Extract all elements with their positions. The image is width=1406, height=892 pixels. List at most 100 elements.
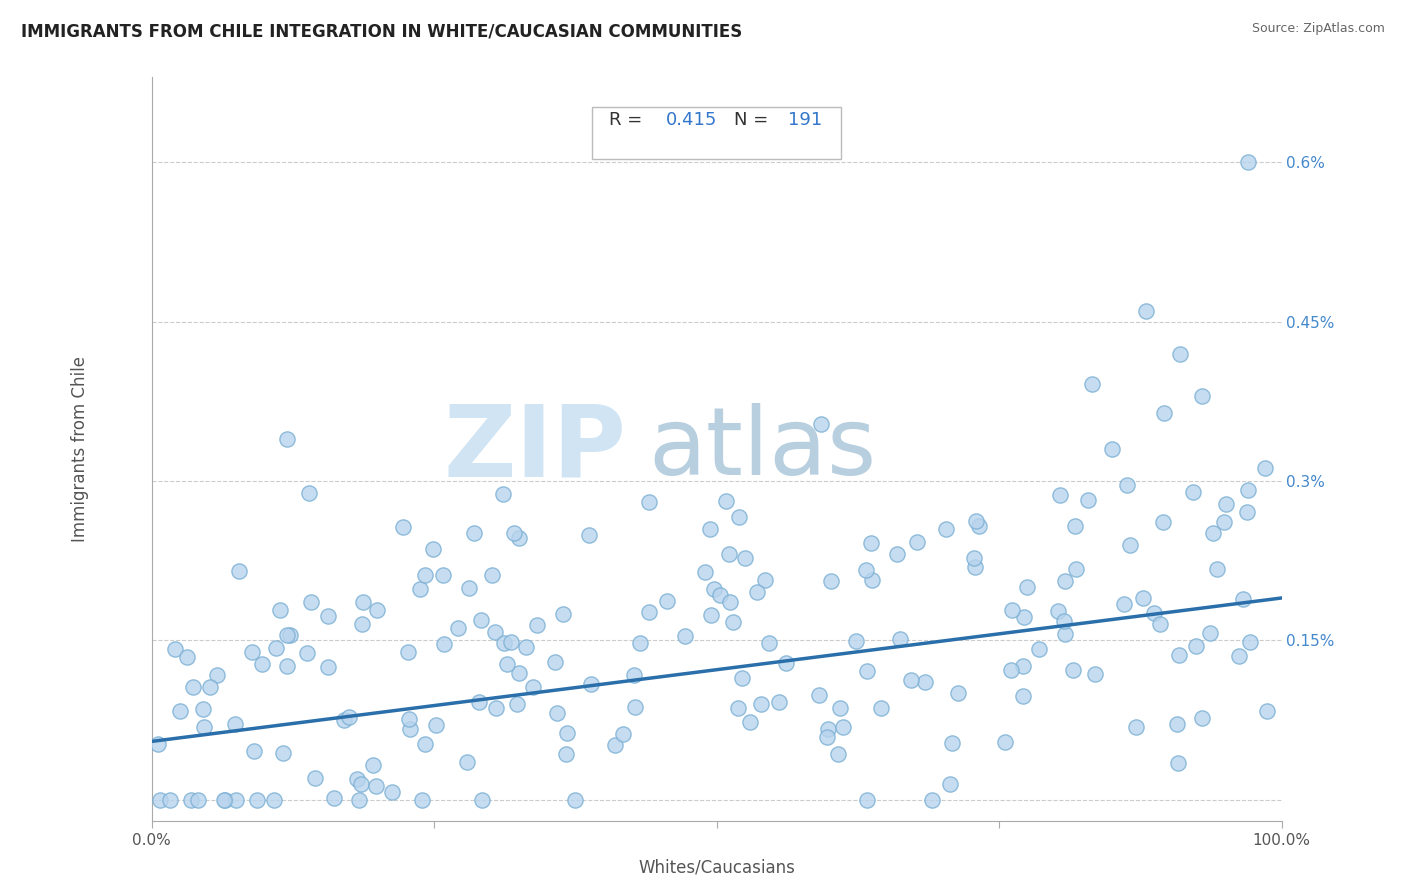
- Point: [381, 785, 404, 799]
- Point: [673, 629, 696, 643]
- Point: [242, 744, 264, 758]
- Point: [225, 793, 247, 807]
- Point: [860, 573, 883, 587]
- Point: [994, 735, 1017, 749]
- Point: [398, 712, 420, 726]
- Point: [481, 567, 503, 582]
- Point: [187, 793, 209, 807]
- Point: [749, 697, 772, 711]
- Point: [716, 493, 738, 508]
- Point: [1212, 516, 1234, 530]
- Text: IMMIGRANTS FROM CHILE INTEGRATION IN WHITE/CAUCASIAN COMMUNITIES: IMMIGRANTS FROM CHILE INTEGRATION IN WHI…: [21, 22, 742, 40]
- Point: [180, 793, 202, 807]
- Point: [276, 432, 298, 446]
- Point: [967, 519, 990, 533]
- Point: [702, 582, 724, 597]
- Point: [815, 730, 838, 744]
- Point: [214, 793, 236, 807]
- Point: [554, 747, 576, 762]
- Point: [1125, 720, 1147, 734]
- Text: 0.415: 0.415: [666, 112, 717, 129]
- Point: [1167, 756, 1189, 770]
- Point: [734, 551, 756, 566]
- Point: [1084, 666, 1107, 681]
- Point: [1236, 483, 1258, 497]
- Point: [869, 701, 891, 715]
- Point: [1206, 562, 1229, 576]
- Point: [700, 608, 723, 623]
- Point: [468, 694, 491, 708]
- Point: [432, 568, 454, 582]
- Point: [1166, 717, 1188, 731]
- Point: [447, 621, 470, 635]
- Point: [1132, 591, 1154, 606]
- Point: [914, 674, 936, 689]
- Point: [433, 637, 456, 651]
- Point: [347, 793, 370, 807]
- Text: N =: N =: [734, 112, 773, 129]
- Point: [176, 649, 198, 664]
- Point: [1236, 155, 1258, 169]
- Point: [551, 607, 574, 621]
- Point: [463, 526, 485, 541]
- Point: [159, 793, 181, 807]
- Point: [1232, 592, 1254, 607]
- Point: [1053, 627, 1076, 641]
- Point: [830, 700, 852, 714]
- Point: [1182, 484, 1205, 499]
- Text: ZIP: ZIP: [443, 401, 626, 498]
- Point: [346, 772, 368, 787]
- Point: [628, 636, 651, 650]
- Point: [637, 495, 659, 509]
- Point: [1064, 562, 1087, 576]
- Point: [941, 736, 963, 750]
- Point: [965, 514, 987, 528]
- Point: [1236, 506, 1258, 520]
- Point: [808, 688, 831, 702]
- Point: [1012, 609, 1035, 624]
- Point: [939, 777, 962, 791]
- Y-axis label: Immigrants from Chile: Immigrants from Chile: [72, 356, 89, 542]
- Point: [965, 560, 987, 574]
- Point: [889, 632, 911, 646]
- Point: [817, 723, 839, 737]
- Point: [721, 615, 744, 629]
- Point: [1153, 406, 1175, 420]
- Point: [856, 664, 879, 678]
- Point: [1011, 690, 1033, 704]
- Point: [413, 737, 436, 751]
- Point: [316, 659, 339, 673]
- Point: [409, 582, 432, 596]
- X-axis label: Whites/Caucasians: Whites/Caucasians: [638, 859, 794, 877]
- Point: [1185, 639, 1208, 653]
- Point: [1191, 711, 1213, 725]
- Point: [638, 605, 661, 619]
- Point: [207, 668, 229, 682]
- Point: [655, 594, 678, 608]
- Point: [299, 595, 322, 609]
- Point: [1028, 642, 1050, 657]
- Point: [349, 777, 371, 791]
- Point: [1001, 603, 1024, 617]
- Point: [492, 636, 515, 650]
- Point: [503, 525, 526, 540]
- Point: [900, 673, 922, 687]
- Point: [728, 510, 751, 524]
- Point: [1149, 617, 1171, 632]
- Point: [470, 613, 492, 627]
- Point: [740, 714, 762, 729]
- Point: [515, 640, 537, 655]
- Point: [1054, 574, 1077, 588]
- Point: [1081, 376, 1104, 391]
- Point: [146, 737, 169, 751]
- Point: [731, 671, 754, 685]
- Point: [827, 747, 849, 761]
- Point: [484, 625, 506, 640]
- Point: [1119, 538, 1142, 552]
- Point: [768, 695, 790, 709]
- Point: [845, 634, 868, 648]
- Point: [352, 617, 374, 632]
- Point: [163, 642, 186, 657]
- Point: [727, 701, 749, 715]
- Point: [240, 645, 263, 659]
